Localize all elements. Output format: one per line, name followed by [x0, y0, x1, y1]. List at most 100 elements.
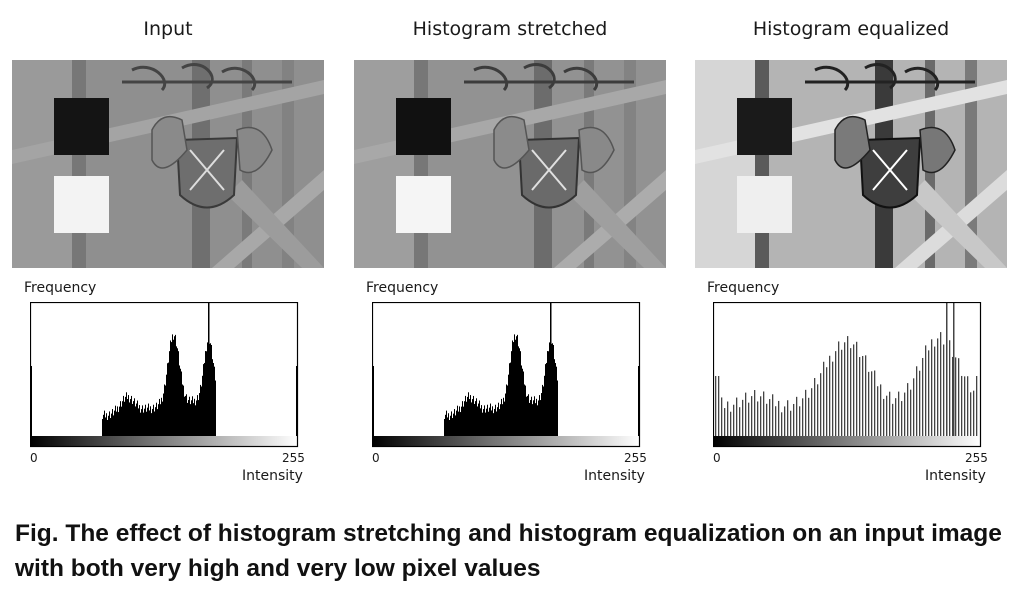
histogram-bar [490, 403, 491, 436]
histogram-bar [820, 373, 822, 436]
histogram-bar [748, 402, 750, 436]
histogram-bar [106, 413, 107, 436]
histogram-bar [162, 401, 163, 436]
histogram-bar [512, 340, 513, 436]
histogram-bar [466, 401, 467, 436]
histogram-bar [129, 402, 130, 436]
histogram-bar [154, 411, 155, 436]
histogram-bar [499, 409, 500, 436]
histogram-bar [211, 344, 212, 436]
histogram-bar [481, 405, 482, 436]
histogram-bar [790, 410, 792, 436]
histogram-bar [537, 405, 538, 436]
histogram-bar [533, 400, 534, 436]
histogram-bar [455, 415, 456, 436]
histogram-bar [123, 395, 124, 436]
histogram-bar [835, 351, 837, 436]
histogram-bar [817, 384, 819, 436]
histogram-bar [457, 405, 458, 436]
histogram-bar [141, 409, 142, 436]
histogram-bar [542, 384, 543, 436]
histogram-bar [470, 395, 471, 436]
histogram-bar [134, 398, 135, 436]
histogram-bar [513, 342, 514, 436]
histogram-bar [143, 412, 144, 436]
histogram-bar [540, 400, 541, 436]
histogram-bar [153, 404, 154, 436]
histogram-bar [161, 397, 162, 436]
histogram-bar [880, 384, 882, 436]
histogram-bar [760, 396, 762, 436]
histogram-bar [182, 384, 183, 436]
histogram-bar [554, 359, 555, 436]
histogram-bar [769, 399, 771, 436]
histogram-bar [451, 411, 452, 436]
histogram-bar [943, 344, 945, 436]
histogram-bar [163, 393, 164, 436]
histogram-bar [191, 400, 192, 436]
histogram-bar [964, 376, 966, 436]
histogram-bar [520, 351, 521, 436]
histogram-bar [511, 351, 512, 436]
histogram-bar [772, 394, 774, 436]
histogram-bar [118, 412, 119, 436]
histogram-bar [811, 388, 813, 436]
histogram-bar [180, 368, 181, 436]
histogram-bar [799, 406, 801, 436]
histogram-bar [910, 389, 912, 436]
histogram-bar [553, 344, 554, 436]
histogram-bar [197, 395, 198, 436]
histogram-bar [170, 340, 171, 436]
histogram-bar [489, 407, 490, 436]
histogram-bar [763, 391, 765, 436]
histogram-bar [200, 384, 201, 436]
histogram-bar [638, 366, 639, 436]
histogram-bar [121, 406, 122, 436]
histogram-bar [907, 383, 909, 436]
histogram-bar [766, 403, 768, 436]
histogram-bar [486, 408, 487, 436]
histogram-bar [715, 376, 717, 436]
histogram-bar [492, 406, 493, 436]
histogram-bar [148, 403, 149, 436]
x-axis-label: Intensity [925, 468, 986, 484]
histogram-bar [530, 400, 531, 436]
histogram-bar [541, 393, 542, 436]
histogram-bar [103, 414, 104, 436]
histogram-bar [167, 363, 168, 436]
histogram-bar [203, 364, 204, 436]
histogram-bar [487, 404, 488, 436]
histogram-bar [934, 346, 936, 436]
histogram-bar [151, 413, 152, 436]
histogram-bar [529, 402, 530, 436]
histogram-bar [460, 412, 461, 436]
histogram-bar [895, 398, 897, 436]
histogram-bar [146, 411, 147, 436]
input-image [12, 60, 324, 268]
x-tick-min: 0 [372, 451, 380, 465]
histogram-bar [126, 392, 127, 436]
histogram-bar [472, 399, 473, 436]
histogram-bar [886, 395, 888, 436]
histogram-bar [179, 365, 180, 436]
histogram-bar [166, 374, 167, 436]
histogram-bar [544, 375, 545, 436]
histogram-bar [805, 389, 807, 436]
histogram-bar [183, 385, 184, 436]
histogram-bar [207, 342, 208, 436]
histogram-bar [474, 403, 475, 436]
histogram-bar [445, 414, 446, 436]
x-tick-max: 255 [965, 451, 988, 465]
histogram-bar [904, 392, 906, 436]
x-axis-label: Intensity [242, 468, 303, 484]
histogram-bar [826, 367, 828, 436]
histogram-bar [823, 361, 825, 436]
histogram-bar [507, 385, 508, 436]
panel-stretched: Histogram stretched Frequency 0 255 Inte… [354, 0, 674, 500]
histogram-bar [793, 403, 795, 436]
histogram-bar [156, 402, 157, 436]
histogram-bar [113, 415, 114, 436]
histogram-bar [171, 342, 172, 436]
histogram-bar [556, 366, 557, 436]
histogram-bar [524, 384, 525, 436]
